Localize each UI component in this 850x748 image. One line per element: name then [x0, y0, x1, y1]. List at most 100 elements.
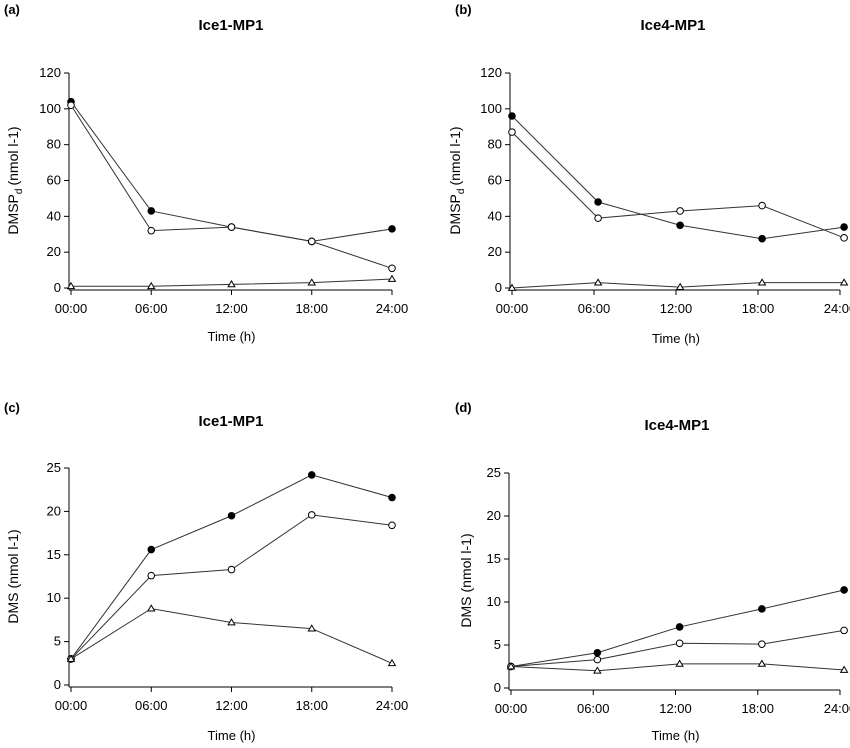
chart-title: Ice1-MP1: [198, 413, 263, 430]
data-point-open-triangle: [757, 659, 767, 667]
panel-label: (d): [455, 400, 472, 415]
data-point-filled-circle: [307, 471, 316, 479]
x-tick-label: 12:00: [215, 301, 248, 316]
data-point-open-triangle: [307, 624, 317, 632]
y-tick-label: 20: [47, 503, 61, 518]
y-tick-label: 80: [488, 137, 502, 152]
data-point-open-circle: [227, 565, 236, 574]
x-tick-label: 18:00: [742, 301, 775, 316]
y-tick-label: 20: [47, 244, 61, 259]
y-tick-label: 40: [47, 208, 61, 223]
data-point-open-triangle: [387, 274, 397, 282]
x-tick-label: 24:00: [376, 301, 409, 316]
x-tick-label: 24:00: [376, 698, 409, 713]
data-point-open-circle: [508, 128, 516, 136]
y-tick-label: 120: [480, 65, 502, 80]
data-point-filled-circle: [147, 545, 156, 554]
data-point-open-triangle: [593, 666, 602, 674]
y-axis-label-subscript: d: [456, 189, 467, 195]
data-point-open-triangle: [307, 278, 317, 286]
y-axis-label: DMSPd (nmol l-1): [5, 126, 25, 234]
y-axis-label-main: DMS: [5, 593, 21, 624]
data-point-open-circle: [840, 234, 848, 242]
y-axis-label: DMS (nmol l-1): [5, 529, 21, 623]
data-point-open-triangle: [227, 618, 236, 626]
x-tick-label: 06:00: [577, 701, 610, 716]
panel-label: (b): [455, 2, 472, 17]
chart-panel-b: (b) Ice4-MP1 0 20 40 60 80 100 120 00:00 06:00 12:0…: [447, 2, 850, 346]
x-tick-label: 06:00: [135, 301, 168, 316]
x-axis-label: Time (h): [208, 728, 256, 743]
data-point-filled-circle: [147, 207, 156, 215]
y-axis-label: DMS (nmol l-1): [458, 533, 474, 627]
data-point-filled-circle: [840, 223, 848, 231]
data-point-filled-circle: [508, 112, 516, 120]
x-tick-label: 06:00: [578, 301, 611, 316]
data-point-open-triangle: [506, 662, 516, 670]
chart-panel-a: (a) Ice1-MP1 0 20 40 60 80 100 120 00:00 06:00 12:0…: [4, 2, 408, 344]
data-point-open-triangle: [66, 654, 76, 662]
data-point-open-circle: [758, 201, 766, 210]
y-tick-label: 15: [47, 547, 61, 562]
series-line-open-circle: [70, 104, 393, 269]
x-tick-label: 00:00: [55, 698, 88, 713]
chart-title: Ice4-MP1: [644, 417, 709, 434]
data-point-open-circle: [388, 264, 396, 273]
series-line-open-circle: [511, 131, 845, 239]
series-line-open-circle: [510, 629, 845, 667]
data-point-filled-circle: [594, 198, 602, 206]
y-tick-label: 0: [494, 680, 501, 695]
y-tick-label: 100: [480, 101, 502, 116]
data-point-filled-circle: [388, 493, 396, 502]
data-point-open-triangle: [675, 659, 684, 667]
x-tick-label: 18:00: [295, 698, 328, 713]
x-tick-label: 00:00: [55, 301, 88, 316]
data-point-filled-circle: [675, 623, 684, 631]
data-point-open-circle: [758, 640, 766, 648]
y-tick-label: 0: [495, 280, 502, 295]
data-point-open-circle: [307, 237, 316, 246]
data-point-open-triangle: [507, 283, 517, 291]
data-point-open-circle: [594, 214, 602, 222]
y-axis-label-unit: (nmol l-1): [5, 126, 21, 185]
y-tick-label: 60: [488, 173, 502, 188]
data-point-open-circle: [307, 511, 316, 519]
data-point-open-circle: [227, 223, 236, 231]
series-line-open-triangle: [70, 608, 393, 664]
series-line-filled-circle: [70, 101, 393, 242]
data-point-open-circle: [388, 521, 396, 530]
data-point-open-triangle: [146, 604, 156, 612]
data-point-open-triangle: [593, 278, 603, 286]
x-tick-label: 12:00: [660, 301, 693, 316]
data-point-open-triangle: [839, 278, 849, 286]
y-tick-label: 25: [487, 465, 501, 480]
panel-label: (a): [4, 2, 20, 17]
x-tick-label: 00:00: [495, 701, 528, 716]
data-point-open-triangle: [839, 665, 849, 673]
data-point-open-triangle: [227, 280, 236, 288]
data-point-open-triangle: [66, 281, 76, 290]
x-tick-label: 18:00: [295, 301, 328, 316]
y-axis-label-unit: (nmol l-1): [5, 529, 21, 588]
x-tick-label: 12:00: [215, 698, 248, 713]
y-tick-label: 40: [488, 208, 502, 223]
y-tick-label: 120: [39, 65, 61, 80]
x-tick-label: 18:00: [741, 701, 774, 716]
x-tick-label: 24:00: [824, 701, 850, 716]
data-point-open-triangle: [675, 282, 685, 290]
y-tick-label: 80: [47, 137, 61, 152]
data-point-filled-circle: [388, 225, 396, 233]
y-tick-label: 100: [39, 101, 61, 116]
y-tick-label: 5: [494, 637, 501, 652]
data-point-filled-circle: [758, 605, 766, 613]
data-point-filled-circle: [227, 511, 236, 520]
chart-title: Ice1-MP1: [198, 17, 263, 34]
y-tick-label: 0: [54, 280, 61, 295]
y-tick-label: 5: [54, 634, 61, 649]
data-point-open-circle: [147, 226, 156, 235]
data-point-open-circle: [593, 655, 602, 664]
y-tick-label: 10: [487, 594, 501, 609]
y-tick-label: 60: [47, 173, 61, 188]
series-line-open-circle: [70, 514, 393, 660]
